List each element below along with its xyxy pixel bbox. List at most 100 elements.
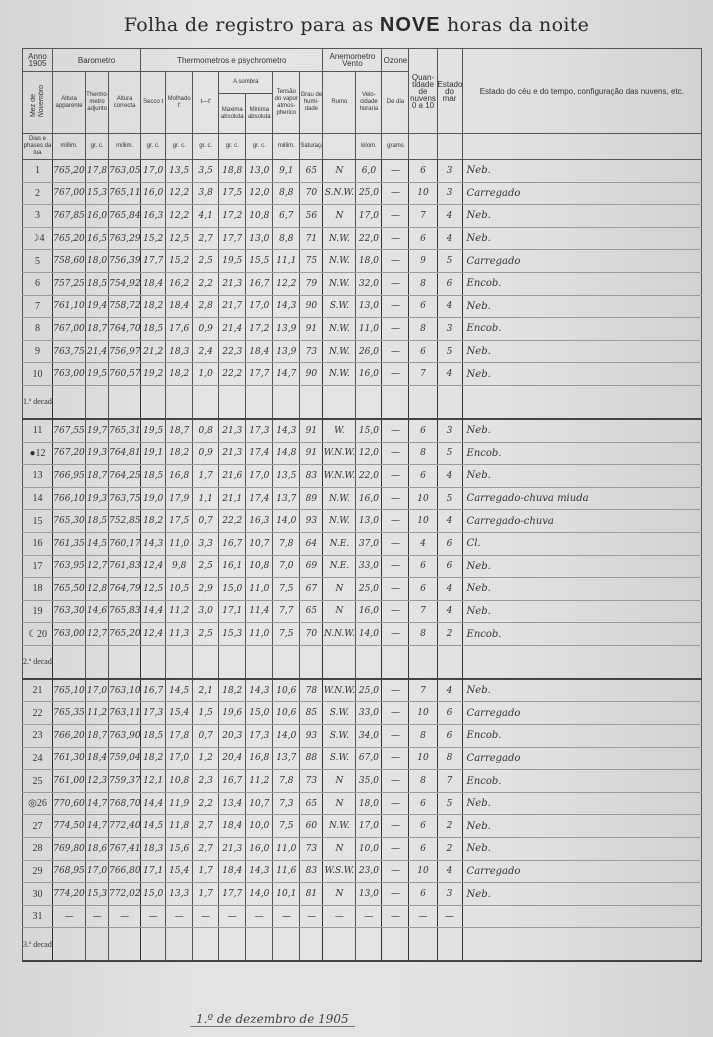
cell-vento-rumo: N.W. [322, 249, 357, 273]
cell-tensao: 9,1 [272, 159, 301, 183]
decade-cell [218, 927, 247, 963]
header-dias: Dias e phases da lua [21, 133, 54, 160]
cell-maxima: 18,8 [218, 159, 247, 183]
table-row: 2 767,00 15,3 765,11 16,0 12,2 3,8 17,5 12,0 8,8 7… [21, 182, 703, 206]
unit-millim: millim. [272, 133, 301, 160]
table-row: 22 765,35 11,2 763,11 17,3 15,4 1,5 19,6 15,0 10,… [21, 701, 703, 726]
cell-altura-apparente: 768,95 [52, 860, 87, 884]
decade-cell [85, 385, 110, 420]
table-row: ◎26 770,60 14,7 768,70 14,4 11,9 2,2 13,4 10,7 7,… [21, 792, 703, 816]
cell-estado-mar: 8 [436, 747, 463, 771]
cell-thermometro-adjunto: 12,7 [85, 555, 110, 579]
decade-cell [299, 385, 324, 420]
cell-humidade: 91 [299, 317, 324, 341]
cell-estado-mar: 3 [436, 418, 463, 443]
decade-cell [245, 645, 274, 680]
cell-diff: 0,9 [192, 442, 220, 466]
cell-humidade: 91 [299, 442, 324, 466]
decade-cell [322, 645, 357, 680]
unit-millim: millim. [52, 133, 87, 160]
cell-secco: 17,7 [140, 249, 167, 273]
cell-day: 14 [21, 487, 54, 511]
cell-ozone: — [381, 340, 410, 364]
cell-diff: 0,9 [192, 317, 220, 341]
cell-altura-correcta: 768,70 [108, 792, 142, 816]
decade-cell [381, 927, 410, 963]
cell-estado-mar: 5 [436, 442, 463, 466]
mez-de-label: Mez de [29, 94, 37, 118]
cell-estado-ceu: Encob. [461, 272, 703, 296]
decade-cell [272, 927, 301, 963]
cell-estado-ceu: Neb. [461, 678, 703, 703]
cell-day: 30 [21, 882, 54, 906]
cell-secco: 18,5 [140, 724, 167, 748]
cell-nuvens: 6 [408, 882, 438, 906]
unit-gramas: grams [381, 133, 410, 160]
cell-tensao: 10,6 [272, 678, 301, 703]
cell-diff: 2,7 [192, 837, 220, 861]
header-anno: Anno 1905 [21, 48, 54, 72]
cell-nuvens: 7 [408, 204, 438, 228]
cell-secco: — [140, 905, 167, 929]
cell-thermometro-adjunto: 18,7 [85, 317, 110, 341]
cell-tensao: 12,2 [272, 272, 301, 296]
header-maxima: Maxima absoluta [218, 93, 247, 134]
cell-estado-mar: 4 [436, 204, 463, 228]
cell-altura-correcta: 764,70 [108, 317, 142, 341]
cell-ozone: — [381, 362, 410, 386]
unit-blank [322, 133, 357, 160]
cell-altura-correcta: 760,17 [108, 532, 142, 556]
cell-estado-mar: 5 [436, 249, 463, 273]
header-thermometros: Thermometros e psychrometro [140, 48, 324, 72]
cell-molhado: 18,4 [165, 295, 194, 319]
cell-vento-velocidade: 25,0 [355, 182, 383, 206]
cell-thermometro-adjunto: 14,6 [85, 600, 110, 624]
cell-day: 6 [21, 272, 54, 296]
cell-altura-apparente: 761,35 [52, 532, 87, 556]
cell-tensao: 13,9 [272, 317, 301, 341]
cell-minima: 10,7 [245, 532, 274, 556]
cell-minima: 16,8 [245, 747, 274, 771]
cell-estado-ceu: Neb. [461, 340, 703, 364]
unit-blank [461, 133, 703, 160]
cell-vento-velocidade: 35,0 [355, 769, 383, 793]
cell-secco: 17,1 [140, 860, 167, 884]
cell-vento-velocidade: 16,0 [355, 600, 383, 624]
cell-maxima: 17,7 [218, 882, 247, 906]
cell-minima: 17,4 [245, 487, 274, 511]
title-emphasis: NOVE [379, 14, 441, 36]
cell-estado-ceu: Carregado [461, 747, 703, 771]
cell-estado-mar: 5 [436, 340, 463, 364]
cell-altura-correcta: 763,11 [108, 701, 142, 726]
decade-cell [192, 927, 220, 963]
decade-cell [165, 385, 194, 420]
decade-cell [355, 645, 383, 680]
cell-maxima: 17,5 [218, 182, 247, 206]
cell-tensao: 13,7 [272, 487, 301, 511]
cell-estado-mar: 4 [436, 860, 463, 884]
cell-molhado: 18,7 [165, 418, 194, 443]
cell-vento-rumo: W.N.W. [322, 678, 357, 703]
decade-cell [108, 385, 142, 420]
cell-altura-correcta: 764,25 [108, 464, 142, 488]
decade-cell [322, 927, 357, 963]
cell-ozone: — [381, 509, 410, 533]
table-row: 15 765,30 18,5 752,85 18,2 17,5 0,7 22,2 16,3 14,… [21, 509, 703, 533]
cell-estado-mar: 4 [436, 678, 463, 703]
cell-estado-ceu: Neb. [461, 362, 703, 386]
cell-secco: 15,2 [140, 227, 167, 251]
cell-nuvens: 6 [408, 814, 438, 839]
cell-minima: 10,8 [245, 555, 274, 579]
cell-nuvens: 6 [408, 464, 438, 488]
table-row: 21 765,10 17,0 763,10 16,7 14,5 2,1 18,2 14,3 10,… [21, 678, 703, 703]
cell-vento-rumo: N [322, 159, 357, 183]
cell-minima: 16,7 [245, 272, 274, 296]
cell-altura-apparente: 767,20 [52, 442, 87, 466]
decade-cell [355, 927, 383, 963]
cell-ozone: — [381, 555, 410, 579]
cell-nuvens: 8 [408, 724, 438, 748]
cell-vento-velocidade: 22,0 [355, 464, 383, 488]
cell-molhado: 17,5 [165, 509, 194, 533]
cell-secco: 19,2 [140, 362, 167, 386]
cell-diff: 0,7 [192, 724, 220, 748]
